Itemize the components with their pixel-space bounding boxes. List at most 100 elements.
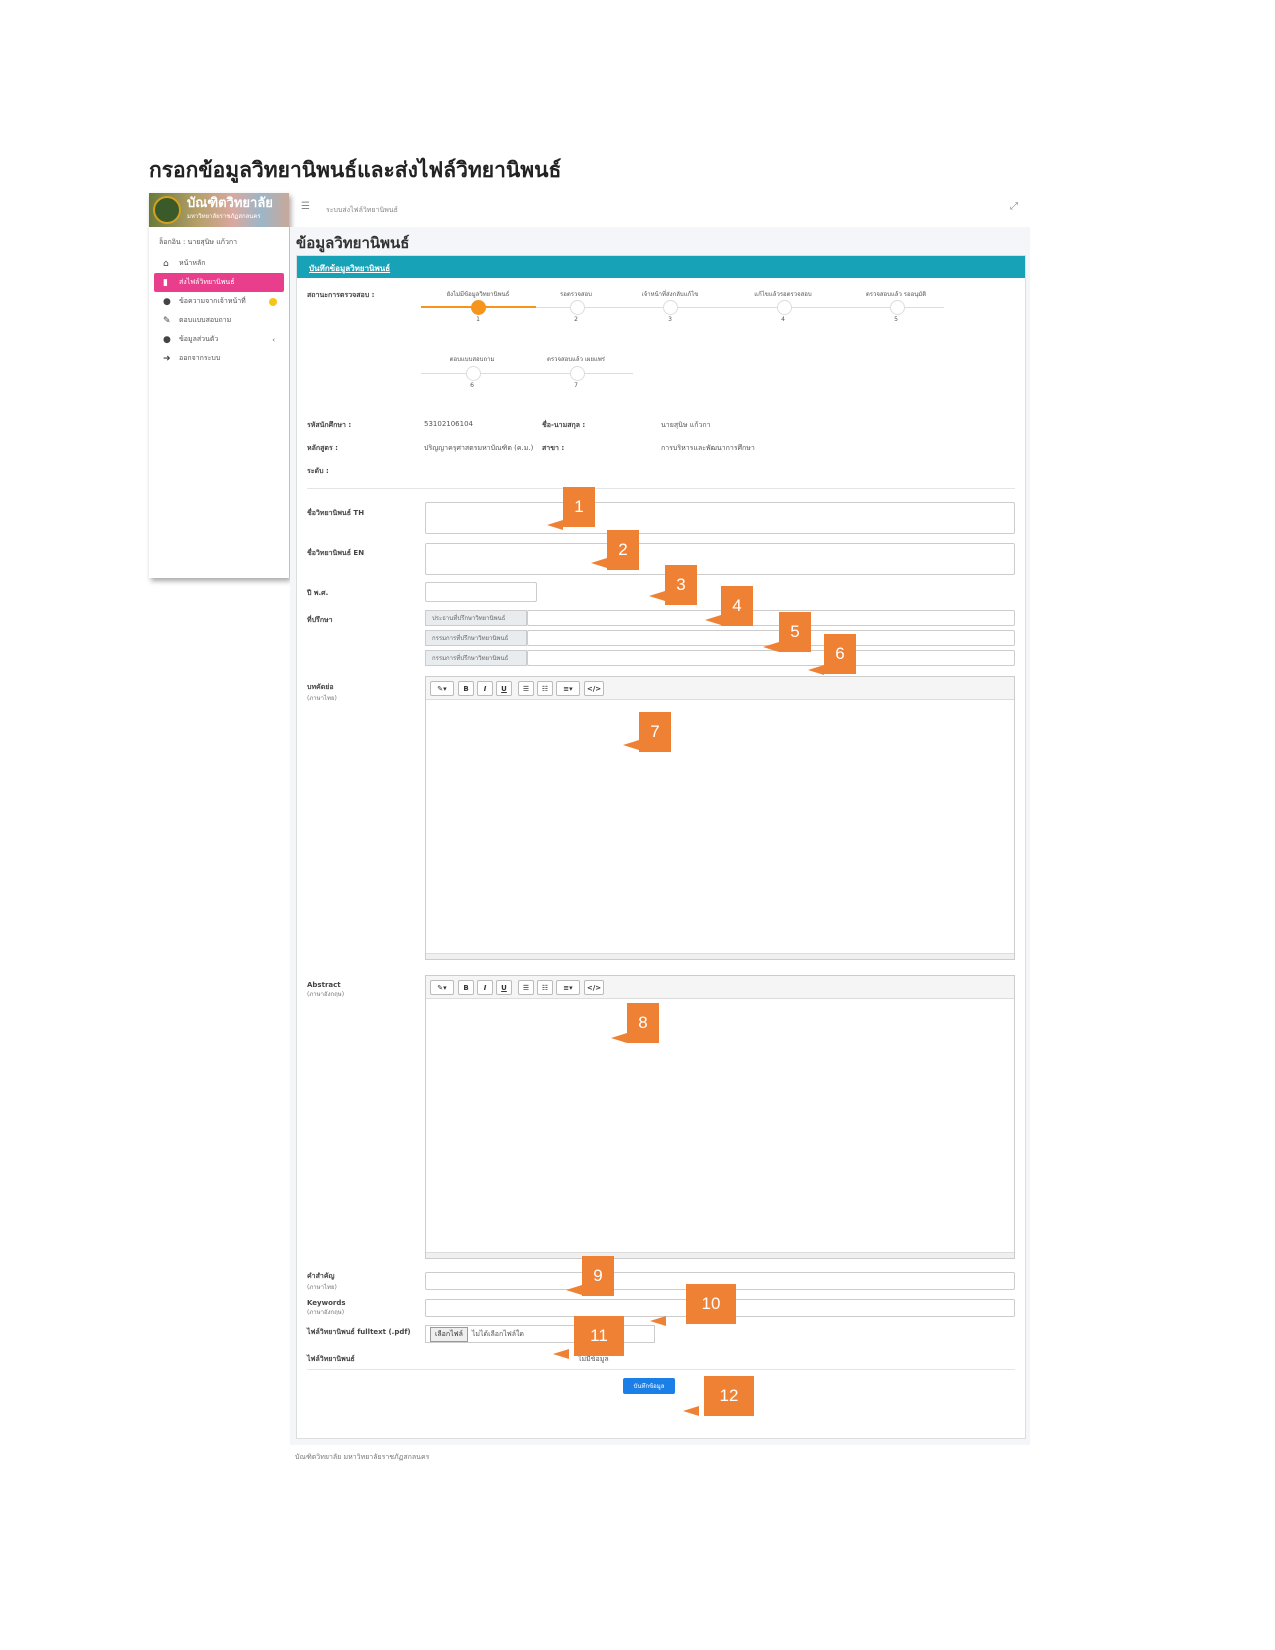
login-user: ล็อกอิน : นายสุนิษ แก้วกา bbox=[159, 238, 238, 246]
step-label: ตอบแบบสอบถาม bbox=[449, 356, 495, 363]
callout-pointer bbox=[547, 520, 563, 530]
keywords-th-label: คำสำคัญ (ภาษาไทย) bbox=[307, 1272, 337, 1291]
italic-button[interactable]: I bbox=[477, 980, 493, 995]
bold-button[interactable]: B bbox=[458, 980, 474, 995]
align-button[interactable]: ≡▾ bbox=[556, 681, 580, 696]
callout-10: 10 bbox=[686, 1284, 736, 1324]
step-2-marker bbox=[570, 300, 585, 315]
logout-icon: ➜ bbox=[163, 353, 171, 364]
callout-7: 7 bbox=[639, 712, 671, 752]
abstract-en-editor[interactable]: ✎▾ B I U ☰ ☷ ≡▾ </> bbox=[425, 975, 1015, 1259]
editor-resize-handle[interactable] bbox=[426, 1252, 1014, 1258]
underline-button[interactable]: U bbox=[496, 980, 512, 995]
name-label: ชื่อ-นามสกุล : bbox=[542, 421, 586, 429]
advisor-co2-input[interactable] bbox=[527, 650, 1015, 666]
callout-11: 11 bbox=[574, 1316, 624, 1356]
code-view-button[interactable]: </> bbox=[584, 681, 604, 696]
card-header: บันทึกข้อมูลวิทยานิพนธ์ bbox=[297, 256, 1025, 278]
align-button[interactable]: ≡▾ bbox=[556, 980, 580, 995]
card-title[interactable]: บันทึกข้อมูลวิทยานิพนธ์ bbox=[309, 264, 391, 273]
sidebar: บัณฑิตวิทยาลัย มหาวิทยาลัยราชภัฏสกลนคร ล… bbox=[149, 193, 289, 578]
callout-2: 2 bbox=[607, 530, 639, 570]
thesis-card: บันทึกข้อมูลวิทยานิพนธ์ สถานะการตรวจสอบ … bbox=[296, 255, 1026, 1439]
divider bbox=[307, 1369, 1015, 1370]
chevron-left-icon: ‹ bbox=[272, 335, 275, 344]
choose-file-button[interactable]: เลือกไฟล์ bbox=[430, 1326, 468, 1342]
user-icon: ● bbox=[163, 334, 171, 345]
ordered-list-button[interactable]: ☷ bbox=[537, 681, 553, 696]
sidebar-item-submit-file[interactable]: ▮ ส่งไฟล์วิทยานิพนธ์ bbox=[154, 273, 284, 292]
status-label: สถานะการตรวจสอบ : bbox=[307, 291, 375, 299]
abstract-th-label: บทคัดย่อ (ภาษาไทย) bbox=[307, 683, 337, 702]
name-value: นายสุนิษ แก้วกา bbox=[661, 421, 711, 429]
bold-button[interactable]: B bbox=[458, 681, 474, 696]
sidebar-item-profile[interactable]: ● ข้อมูลส่วนตัว ‹ bbox=[163, 334, 275, 345]
magic-style-button[interactable]: ✎▾ bbox=[430, 980, 454, 995]
step-6-marker bbox=[466, 366, 481, 381]
breadcrumb: ระบบส่งไฟล์วิทยานิพนธ์ bbox=[326, 206, 398, 214]
editor-resize-handle[interactable] bbox=[426, 953, 1014, 959]
hamburger-menu-icon[interactable]: ☰ bbox=[301, 201, 310, 212]
callout-3: 3 bbox=[665, 565, 697, 605]
title-th-label: ชื่อวิทยานิพนธ์ TH bbox=[307, 509, 365, 517]
step-5-marker bbox=[890, 300, 905, 315]
keywords-en-label: Keywords (ภาษาอังกฤษ) bbox=[307, 1299, 346, 1316]
callout-pointer bbox=[566, 1285, 582, 1295]
underline-button[interactable]: U bbox=[496, 681, 512, 696]
callout-5: 5 bbox=[779, 612, 811, 652]
ordered-list-button[interactable]: ☷ bbox=[537, 980, 553, 995]
advisor-co1-label: กรรมการที่ปรึกษาวิทยานิพนธ์ bbox=[425, 630, 527, 646]
save-button[interactable]: บันทึกข้อมูล bbox=[623, 1378, 675, 1394]
advisor-chair-input[interactable] bbox=[527, 610, 1015, 626]
step-1-marker bbox=[471, 300, 486, 315]
abstract-th-editor[interactable]: ✎▾ B I U ☰ ☷ ≡▾ </> bbox=[425, 676, 1015, 960]
magic-style-button[interactable]: ✎▾ bbox=[430, 681, 454, 696]
step-label: รอตรวจสอบ bbox=[560, 291, 592, 298]
title-th-input[interactable] bbox=[425, 502, 1015, 534]
student-id-label: รหัสนักศึกษา : bbox=[307, 421, 352, 429]
callout-pointer bbox=[623, 740, 639, 750]
logo-subtitle: มหาวิทยาลัยราชภัฏสกลนคร bbox=[187, 213, 261, 220]
sidebar-item-home[interactable]: ⌂ หน้าหลัก bbox=[163, 258, 206, 269]
curriculum-label: หลักสูตร : bbox=[307, 444, 338, 452]
callout-pointer bbox=[808, 665, 824, 675]
callout-pointer bbox=[649, 591, 665, 601]
fullscreen-icon[interactable]: ⤢ bbox=[1010, 201, 1018, 212]
callout-pointer bbox=[683, 1406, 699, 1416]
callout-pointer bbox=[591, 558, 607, 568]
divider bbox=[307, 488, 1015, 489]
title-en-input[interactable] bbox=[425, 543, 1015, 575]
file-icon: ▮ bbox=[163, 277, 168, 288]
step-label: ตรวจสอบแล้ว รออนุมัติ bbox=[865, 291, 927, 298]
italic-button[interactable]: I bbox=[477, 681, 493, 696]
callout-pointer bbox=[650, 1316, 666, 1326]
callout-pointer bbox=[705, 615, 721, 625]
step-7-marker bbox=[570, 366, 585, 381]
advisor-co2-label: กรรมการที่ปรึกษาวิทยานิพนธ์ bbox=[425, 650, 527, 666]
page-title: ข้อมูลวิทยานิพนธ์ bbox=[296, 234, 410, 252]
major-value: การบริหารและพัฒนาการศึกษา bbox=[661, 444, 755, 452]
chat-icon: ● bbox=[163, 296, 171, 307]
step-label: เจ้าหน้าที่ส่งกลับแก้ไข bbox=[641, 291, 699, 298]
university-seal-icon bbox=[153, 196, 181, 224]
unordered-list-button[interactable]: ☰ bbox=[518, 681, 534, 696]
code-view-button[interactable]: </> bbox=[584, 980, 604, 995]
sidebar-item-messages[interactable]: ● ข้อความจากเจ้าหน้าที่ bbox=[149, 292, 289, 311]
sidebar-item-survey[interactable]: ✎ ตอบแบบสอบถาม bbox=[163, 315, 232, 326]
step-label: ตรวจสอบแล้ว เผยแพร่ bbox=[546, 356, 606, 363]
year-label: ปี พ.ศ. bbox=[307, 589, 329, 597]
sidebar-item-logout[interactable]: ➜ ออกจากระบบ bbox=[163, 353, 221, 364]
unordered-list-button[interactable]: ☰ bbox=[518, 980, 534, 995]
sidebar-menu: ⌂ หน้าหลัก ▮ ส่งไฟล์วิทยานิพนธ์ ● ข้อความจา… bbox=[149, 254, 289, 368]
file-status: ไม่ได้เลือกไฟล์ใด bbox=[471, 1329, 524, 1338]
callout-pointer bbox=[763, 642, 779, 652]
major-label: สาขา : bbox=[542, 444, 565, 452]
callout-1: 1 bbox=[563, 487, 595, 527]
logo[interactable]: บัณฑิตวิทยาลัย มหาวิทยาลัยราชภัฏสกลนคร bbox=[149, 193, 289, 227]
main-content: ข้อมูลวิทยานิพนธ์ บันทึกข้อมูลวิทยานิพนธ… bbox=[290, 227, 1030, 1445]
message-badge bbox=[269, 298, 277, 306]
footer-text: บัณฑิตวิทยาลัย มหาวิทยาลัยราชภัฏสกลนคร bbox=[295, 1453, 430, 1461]
year-input[interactable] bbox=[425, 582, 537, 602]
step-label: ยังไม่มีข้อมูลวิทยานิพนธ์ bbox=[446, 291, 510, 298]
step-label: แก้ไขแล้วรอตรวจสอบ bbox=[754, 291, 812, 298]
